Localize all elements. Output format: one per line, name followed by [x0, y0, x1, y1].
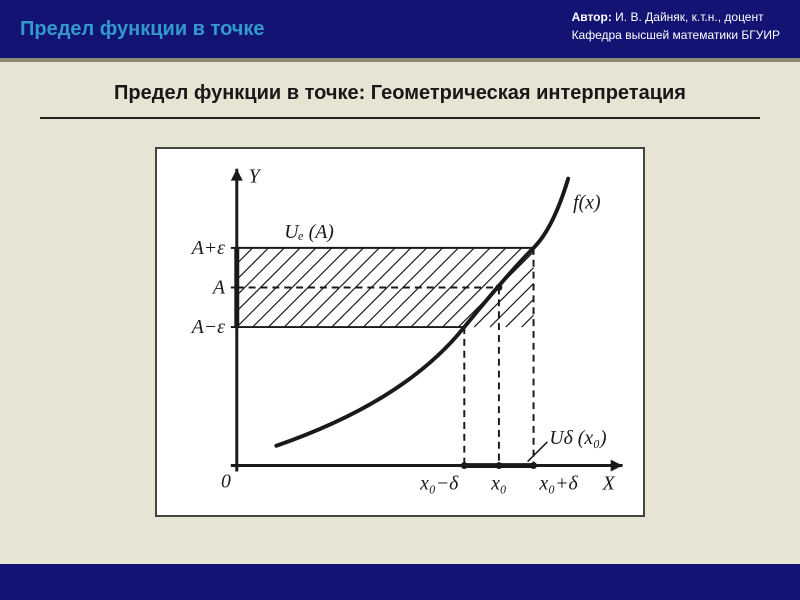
svg-text:x₀+δ: x₀+δ	[538, 472, 578, 494]
page-subtitle: Предел функции в точке: Геометрическая и…	[40, 82, 760, 105]
svg-text:A+ε: A+ε	[190, 237, 225, 259]
author-block: Автор: И. В. Дайняк, к.т.н., доцент Кафе…	[572, 8, 780, 44]
header-bar: Предел функции в точке Автор: И. В. Дайн…	[0, 0, 800, 58]
limit-diagram-svg: A+ε A A−ε x₀−δ x₀ x₀+δ Y X 0 Uₑ (A) Uδ (x₀) f(x)	[157, 149, 643, 515]
page-topic-title: Предел функции в точке	[20, 18, 265, 41]
svg-text:Uₑ (A): Uₑ (A)	[284, 221, 334, 243]
svg-text:A: A	[211, 276, 226, 298]
author-name: И. В. Дайняк, к.т.н., доцент	[615, 10, 763, 24]
footer-bar	[0, 564, 800, 600]
svg-text:f(x): f(x)	[573, 191, 600, 213]
subtitle-underline	[40, 117, 760, 119]
svg-text:x₀−δ: x₀−δ	[419, 472, 459, 494]
svg-text:Y: Y	[249, 166, 262, 188]
svg-text:Uδ (x₀): Uδ (x₀)	[549, 427, 606, 449]
svg-text:0: 0	[221, 470, 231, 492]
subtitle-container: Предел функции в точке: Геометрическая и…	[0, 62, 800, 111]
author-label: Автор:	[572, 10, 612, 24]
svg-text:x₀: x₀	[490, 472, 507, 494]
svg-text:A−ε: A−ε	[190, 316, 225, 338]
limit-diagram: A+ε A A−ε x₀−δ x₀ x₀+δ Y X 0 Uₑ (A) Uδ (x₀) f(x)	[155, 147, 645, 517]
author-department: Кафедра высшей математики БГУИР	[572, 26, 780, 44]
svg-text:X: X	[602, 472, 616, 494]
